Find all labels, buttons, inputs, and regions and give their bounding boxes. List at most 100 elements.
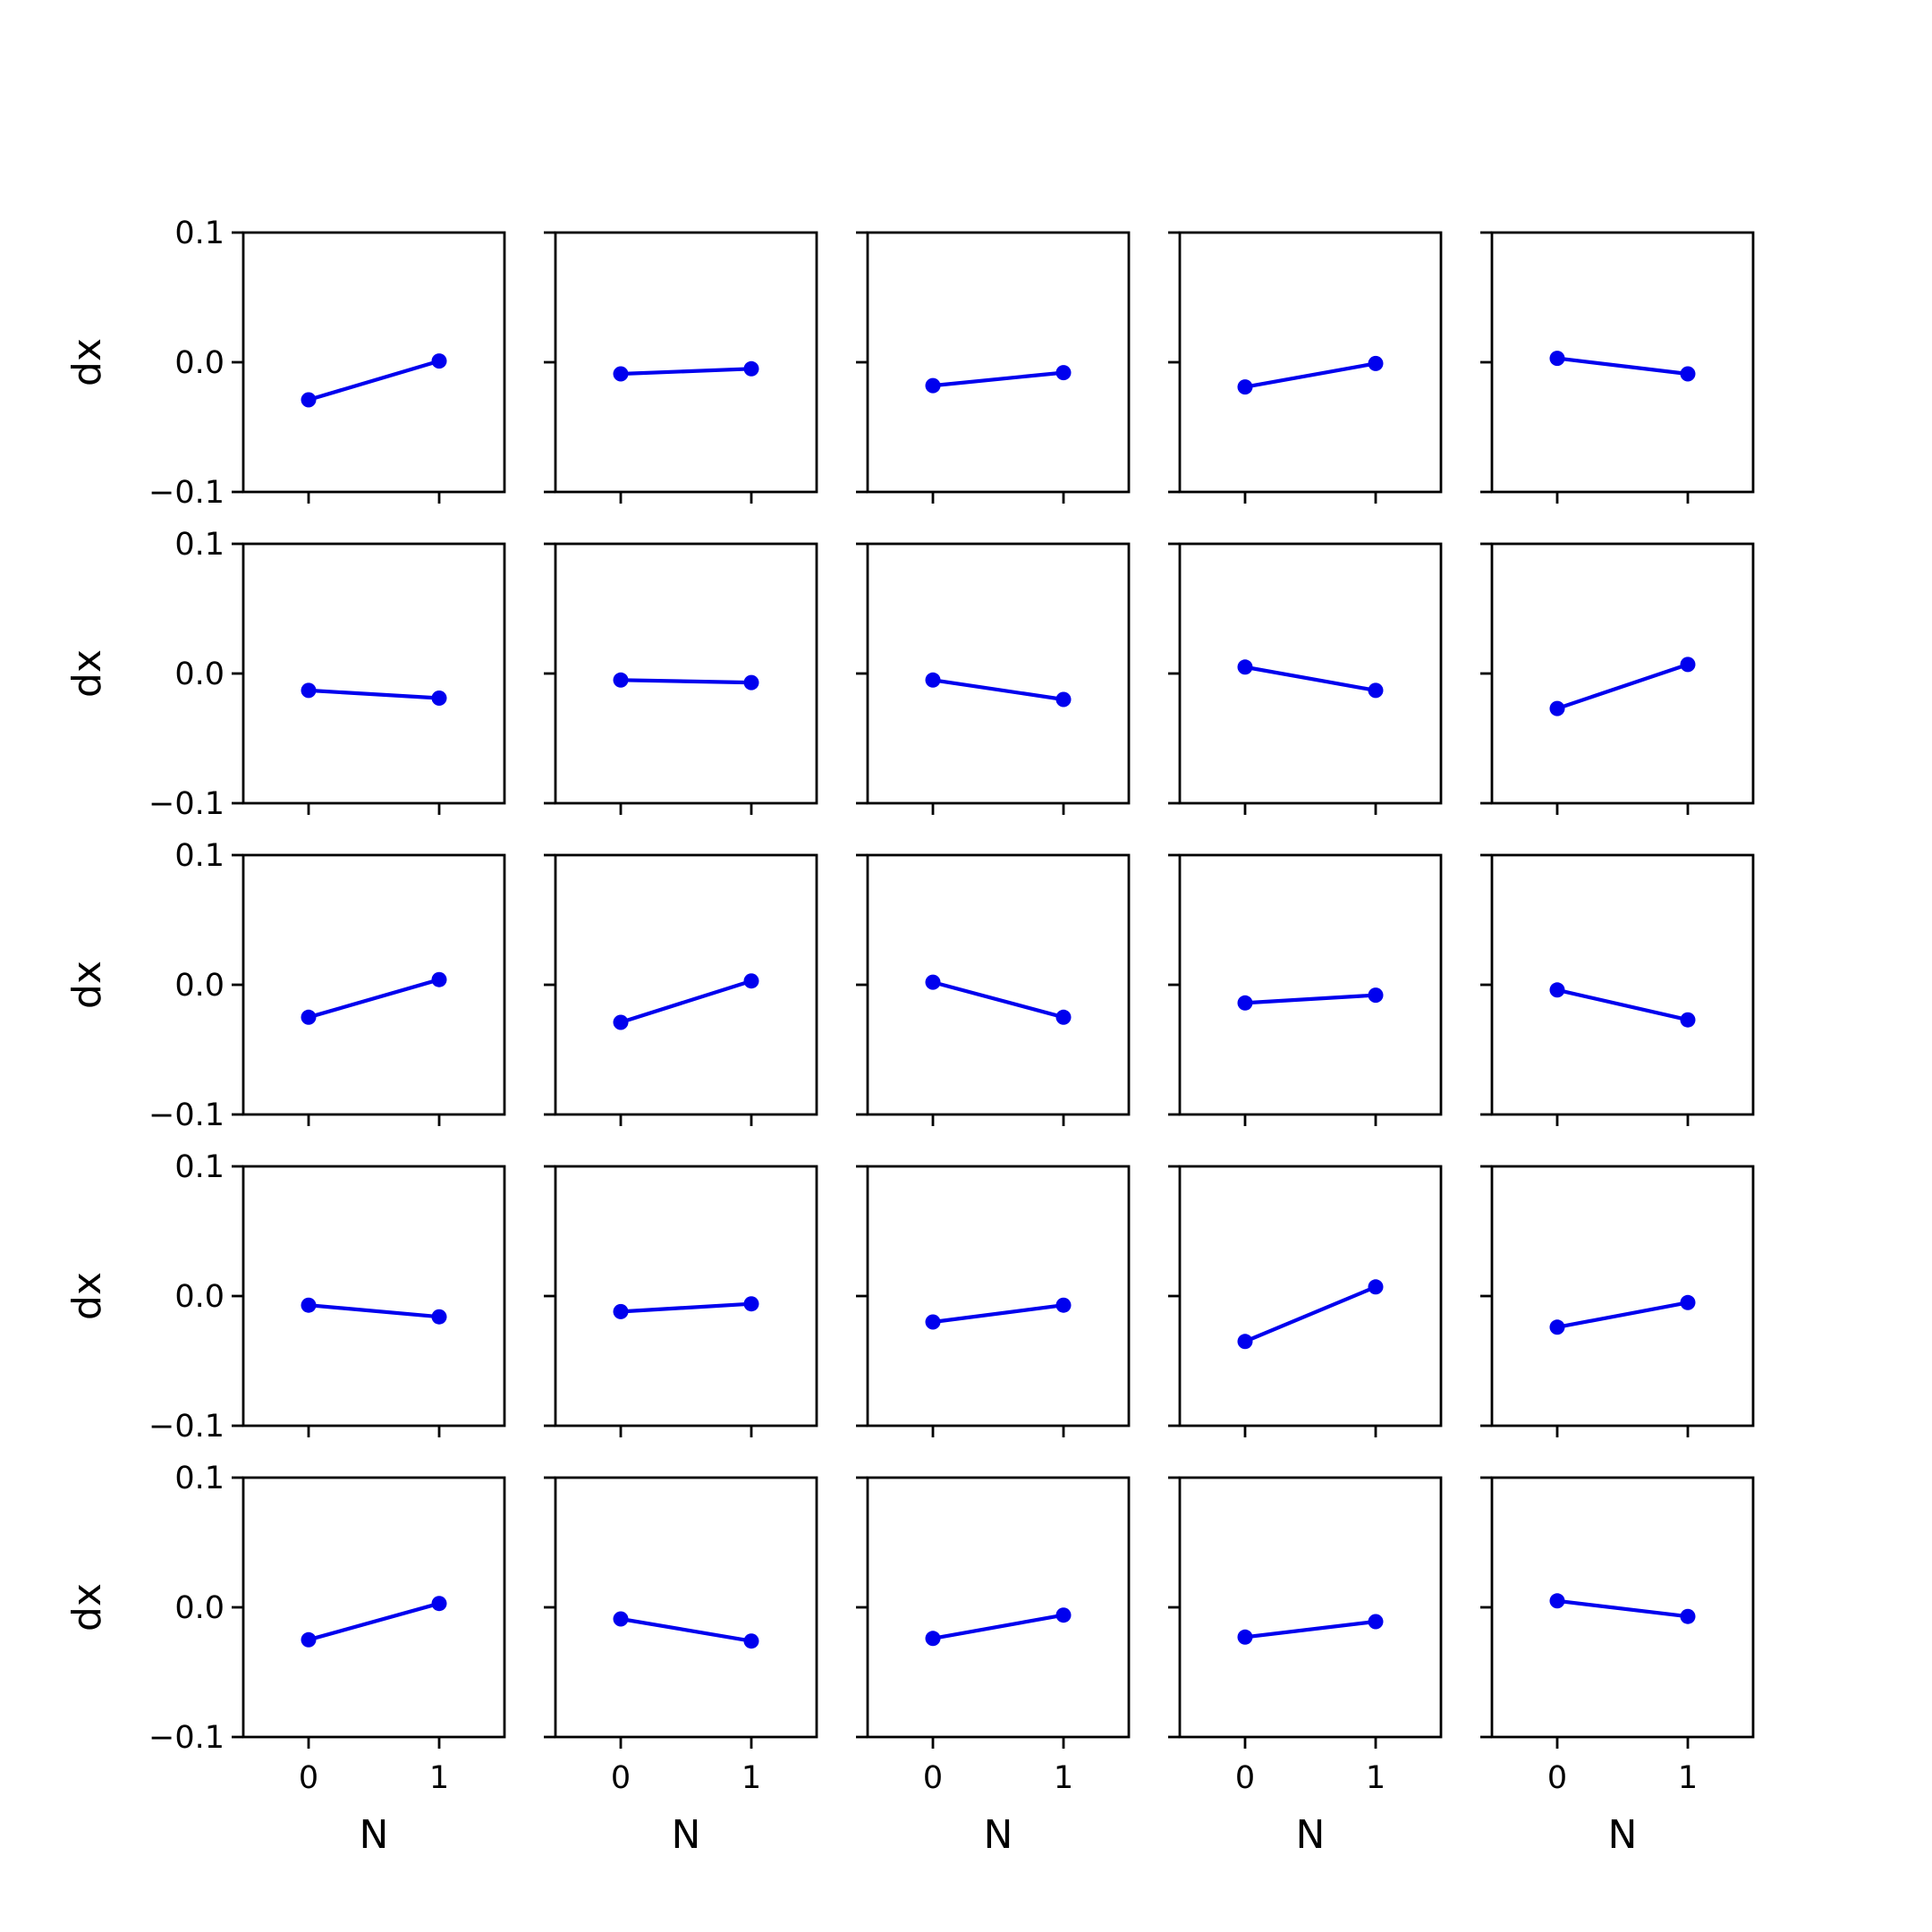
data-point [1238, 1334, 1253, 1349]
x-tick-label: 0 [1547, 1760, 1567, 1796]
y-tick-label: −0.1 [148, 475, 225, 511]
data-point [926, 1631, 941, 1646]
axes-frame [243, 855, 504, 1114]
x-axis-label: N [360, 1812, 389, 1858]
data-point [1056, 1298, 1072, 1313]
series-line [1245, 363, 1376, 386]
data-point [301, 1632, 317, 1648]
data-point [1681, 657, 1696, 672]
axes-frame [243, 1478, 504, 1737]
x-tick-label: 1 [1678, 1760, 1698, 1796]
axes-frame [868, 1478, 1129, 1737]
data-point [432, 353, 447, 369]
y-tick-label: 0.1 [174, 527, 225, 563]
subplot-r4-c4 [1168, 1166, 1441, 1437]
series-line [933, 1615, 1063, 1639]
axes-frame [555, 1478, 817, 1737]
data-point [1550, 351, 1565, 366]
data-point [926, 1315, 941, 1330]
axes-frame [555, 544, 817, 803]
data-point [1550, 701, 1565, 716]
y-tick-label: 0.1 [174, 1461, 225, 1496]
data-point [1550, 982, 1565, 997]
data-point [744, 675, 759, 691]
y-tick-label: 0.0 [174, 657, 225, 692]
data-point [1550, 1593, 1565, 1608]
data-point [432, 1309, 447, 1325]
axes-frame [555, 233, 817, 492]
axes-frame [1492, 1166, 1753, 1426]
x-axis-label: N [1296, 1812, 1326, 1858]
axes-frame [1492, 544, 1753, 803]
data-point [614, 1612, 629, 1627]
data-point [1681, 1295, 1696, 1310]
data-point [1681, 367, 1696, 382]
data-point [926, 975, 941, 990]
subplot-r4-c1: −0.1 0.0 0.1 dx [64, 1149, 504, 1445]
data-point [614, 1304, 629, 1319]
series-line [621, 1304, 751, 1312]
axes-frame [1492, 855, 1753, 1114]
series-line [309, 691, 439, 699]
axes-frame [555, 1166, 817, 1426]
y-axis-label: dx [64, 1272, 110, 1320]
subplot-r3-c5 [1480, 855, 1753, 1126]
axes-frame [868, 855, 1129, 1114]
data-point [614, 673, 629, 688]
series-line [933, 680, 1063, 699]
data-point [614, 1015, 629, 1030]
data-point [432, 1596, 447, 1611]
data-point [1368, 682, 1384, 698]
data-point [1368, 356, 1384, 371]
series-line [309, 1305, 439, 1317]
axes-frame [243, 544, 504, 803]
axes-frame [1180, 1166, 1441, 1426]
data-point [1681, 1013, 1696, 1028]
series-line [621, 981, 751, 1022]
y-tick-label: −0.1 [148, 786, 225, 822]
data-point [1238, 996, 1253, 1011]
x-axis-label: N [672, 1812, 701, 1858]
subplot-r5-c4: 0 1 N [1168, 1478, 1441, 1858]
series-line [933, 982, 1063, 1017]
y-axis-label: dx [64, 338, 110, 386]
data-point [1550, 1319, 1565, 1335]
y-tick-label: 0.1 [174, 216, 225, 251]
x-tick-label: 0 [923, 1760, 943, 1796]
subplot-r3-c2 [544, 855, 817, 1126]
subplot-r1-c1: −0.1 0.0 0.1 dx [64, 216, 504, 511]
data-point [1368, 987, 1384, 1003]
data-point [614, 367, 629, 382]
data-point [1238, 659, 1253, 674]
subplot-r2-c3 [856, 544, 1129, 815]
series-line [621, 680, 751, 682]
subplot-r2-c2 [544, 544, 817, 815]
subplot-r4-c5 [1480, 1166, 1753, 1437]
data-point [301, 682, 317, 698]
series-line [1557, 665, 1688, 708]
x-tick-label: 0 [611, 1760, 631, 1796]
y-axis-label: dx [64, 1583, 110, 1631]
series-line [1557, 990, 1688, 1020]
subplot-r4-c2 [544, 1166, 817, 1437]
data-point [926, 378, 941, 394]
series-line [1245, 996, 1376, 1004]
series-line [621, 369, 751, 374]
axes-frame [1180, 544, 1441, 803]
axes-frame [868, 1166, 1129, 1426]
subplot-r1-c4 [1168, 233, 1441, 504]
axes-frame [868, 544, 1129, 803]
subplot-r2-c4 [1168, 544, 1441, 815]
subplot-r3-c1: −0.1 0.0 0.1 dx [64, 838, 504, 1133]
data-point [432, 972, 447, 987]
y-tick-label: 0.0 [174, 345, 225, 381]
subplot-r2-c5 [1480, 544, 1753, 815]
subplot-r5-c1: 0 1 −0.1 0.0 0.1 dx N [64, 1461, 504, 1858]
subplot-r3-c4 [1168, 855, 1441, 1126]
axes-frame [243, 1166, 504, 1426]
y-tick-label: 0.1 [174, 1149, 225, 1185]
x-axis-label: N [1608, 1812, 1638, 1858]
data-point [1056, 1010, 1072, 1025]
data-point [744, 1633, 759, 1648]
